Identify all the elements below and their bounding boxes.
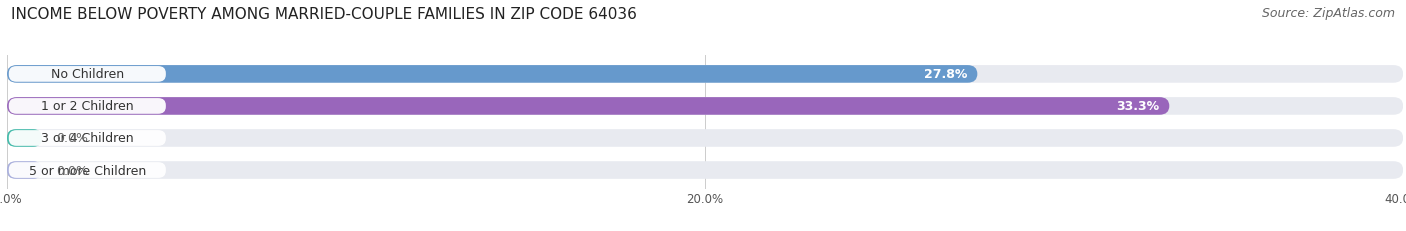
Text: Source: ZipAtlas.com: Source: ZipAtlas.com [1261,7,1395,20]
FancyBboxPatch shape [7,130,1403,147]
FancyBboxPatch shape [7,130,42,147]
Text: 5 or more Children: 5 or more Children [28,164,146,177]
FancyBboxPatch shape [7,161,42,179]
Text: 0.0%: 0.0% [56,164,89,177]
FancyBboxPatch shape [7,98,1403,115]
Text: 0.0%: 0.0% [56,132,89,145]
FancyBboxPatch shape [8,162,166,178]
Text: INCOME BELOW POVERTY AMONG MARRIED-COUPLE FAMILIES IN ZIP CODE 64036: INCOME BELOW POVERTY AMONG MARRIED-COUPL… [11,7,637,22]
FancyBboxPatch shape [7,161,1403,179]
FancyBboxPatch shape [8,99,166,114]
FancyBboxPatch shape [8,67,166,82]
Text: 27.8%: 27.8% [924,68,967,81]
FancyBboxPatch shape [7,66,977,83]
Text: 33.3%: 33.3% [1116,100,1159,113]
FancyBboxPatch shape [8,131,166,146]
Text: 3 or 4 Children: 3 or 4 Children [41,132,134,145]
Text: 1 or 2 Children: 1 or 2 Children [41,100,134,113]
FancyBboxPatch shape [7,98,1170,115]
Text: No Children: No Children [51,68,124,81]
FancyBboxPatch shape [7,66,1403,83]
